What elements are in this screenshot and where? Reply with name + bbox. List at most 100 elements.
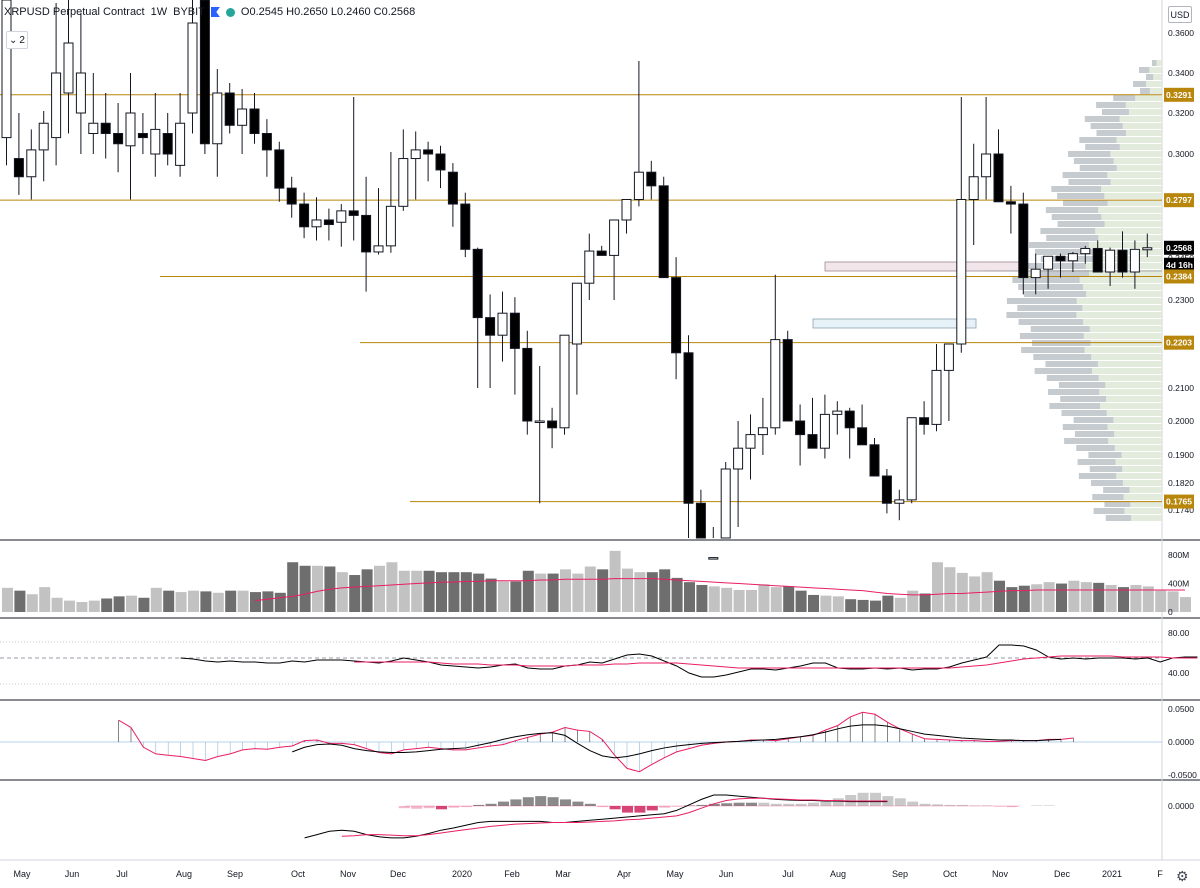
volume-profile-bar (1113, 95, 1136, 101)
volume-bar (76, 602, 88, 612)
candle (447, 171, 458, 205)
volume-profile-bar (1090, 123, 1123, 129)
time-tick-label: Jun (65, 869, 80, 879)
settings-gear-icon[interactable]: ⚙ (1176, 868, 1189, 884)
osc-signal-line (292, 724, 1062, 759)
macd-hist-bar (609, 806, 621, 810)
price-tick-label: 0.1900 (1168, 450, 1194, 460)
macd-hist-bar (746, 802, 757, 806)
volume-profile-bar (1101, 186, 1162, 192)
volume-profile-bar (1057, 221, 1105, 227)
price-tick-label: 0.3600 (1168, 28, 1194, 38)
volume-bar (262, 591, 274, 612)
volume-profile-bar (1101, 109, 1129, 115)
volume-bar (312, 565, 323, 612)
volume-profile-bar (1078, 473, 1117, 479)
volume-profile-bar (1125, 102, 1162, 108)
volume-profile-bar (1104, 501, 1131, 507)
candle (274, 149, 285, 189)
volume-bar (646, 572, 658, 612)
macd-hist-bar (894, 798, 906, 806)
volume-profile-bar (1122, 480, 1162, 486)
rsi-line (180, 644, 1198, 678)
candle (224, 92, 235, 126)
macd-hist-bar (870, 792, 881, 806)
volume-profile-bar (1019, 333, 1084, 339)
candle (819, 413, 830, 449)
time-tick-label: Dec (1054, 869, 1071, 879)
volume-bar (51, 597, 63, 612)
price-label-box (1164, 193, 1194, 208)
candle (981, 153, 992, 178)
candle (869, 444, 880, 477)
macd-hist-bar (795, 803, 807, 806)
volume-profile-bar (1116, 165, 1162, 171)
volume-bar (188, 590, 199, 612)
candle (323, 219, 334, 226)
osc-line (118, 711, 1074, 773)
volume-bar (423, 570, 435, 612)
volume-profile-bar (1012, 277, 1080, 283)
candle (844, 410, 855, 429)
volume-profile-bar (1149, 67, 1162, 73)
volume-profile-bar (1139, 67, 1150, 73)
volume-bar (1056, 583, 1067, 612)
volume-profile-bar (1146, 81, 1162, 87)
candle (782, 339, 793, 422)
volume-bar (522, 570, 534, 612)
rsi-axis-label: 80.00 (1168, 628, 1190, 638)
volume-profile-bar (1084, 347, 1162, 353)
macd-signal-line (341, 797, 888, 837)
candle (683, 352, 694, 504)
volume-profile-bar (1029, 270, 1090, 276)
flag-icon[interactable] (210, 7, 220, 17)
macd-hist-bar (770, 803, 782, 806)
candle (695, 502, 706, 539)
volume-profile-bar (1116, 137, 1162, 143)
price-tick-label: 0.1740 (1168, 505, 1194, 515)
volume-axis-label: 800M (1168, 550, 1189, 560)
volume-profile-bar (1079, 165, 1117, 171)
volume-profile-bar (1097, 361, 1162, 367)
symbol-name[interactable]: XRPUSD Perpetual Contract (4, 6, 145, 18)
candle (596, 250, 607, 256)
volume-bar (572, 573, 584, 612)
volume-bar (1093, 582, 1105, 612)
macd-hist-bar (622, 806, 633, 813)
volume-bar (708, 586, 720, 612)
macd-hist-bar (510, 799, 522, 806)
price-label-text: 0.2203 (1166, 338, 1192, 348)
volume-profile-bar (1060, 396, 1107, 402)
volume-bar (113, 596, 125, 612)
time-tick-label: Nov (992, 869, 1009, 879)
volume-bar (622, 568, 633, 612)
macd-hist-bar (857, 792, 869, 806)
volume-profile-bar (1089, 466, 1123, 472)
candle (100, 122, 111, 134)
volume-profile-bar (1110, 179, 1162, 185)
volume-profile-bar (1076, 298, 1162, 304)
interval-label[interactable]: 1W (150, 6, 168, 18)
volume-bar (361, 569, 373, 612)
volume-bar (1006, 587, 1018, 612)
time-tick-label: Jun (719, 869, 734, 879)
volume-profile-bar (1079, 277, 1162, 283)
price-tick-label: 0.2300 (1168, 295, 1194, 305)
price-label-box (1164, 87, 1194, 102)
volume-profile-bar (1018, 284, 1083, 290)
volume-profile-bar (1106, 410, 1162, 416)
currency-button[interactable]: USD (1168, 6, 1192, 23)
volume-bar (1118, 587, 1129, 612)
volume-profile-bar (1033, 354, 1092, 360)
volume-axis-label: 400M (1168, 579, 1189, 589)
price-label-text: 0.1765 (1166, 497, 1192, 507)
collapse-indicators-button[interactable]: ⌄ 2 (6, 31, 28, 49)
volume-profile-bar (1107, 424, 1162, 430)
volume-bar (547, 573, 559, 612)
candle (373, 245, 384, 253)
volume-bar (584, 566, 596, 612)
candle (75, 72, 86, 114)
osc-axis-label: 0.0000 (1168, 737, 1194, 747)
price-tick-label: 0.2100 (1168, 383, 1194, 393)
